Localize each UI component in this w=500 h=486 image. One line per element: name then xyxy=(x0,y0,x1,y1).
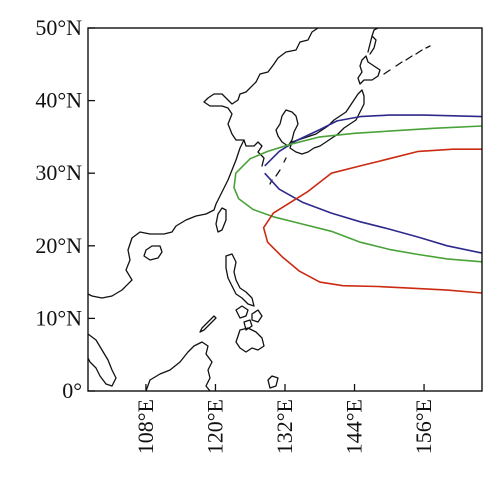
coastline-taiwan xyxy=(215,207,227,233)
lon-tick-label: 108°E xyxy=(133,399,158,454)
contour-line-1 xyxy=(264,114,482,167)
longitude-axis: 108°E 120°E 132°E 144°E 156°E xyxy=(133,384,436,454)
coastline-palawan xyxy=(199,315,217,333)
lon-tick-label: 144°E xyxy=(342,399,367,454)
lon-tick-label: 156°E xyxy=(411,399,436,454)
coastline-mainland-china xyxy=(88,28,319,299)
lat-tick-label: 40°N xyxy=(35,88,82,113)
lat-tick-label: 20°N xyxy=(35,233,82,258)
coastline-borneo xyxy=(145,341,213,391)
lat-tick-label: 50°N xyxy=(35,15,82,40)
coastline-kuril-islands xyxy=(383,45,431,75)
contour-lines xyxy=(233,114,482,294)
contour-line-3 xyxy=(233,125,482,263)
coastline-ryukyu-islands xyxy=(269,157,287,185)
coastline-sakhalin xyxy=(367,28,379,55)
coastline-sulawesi xyxy=(267,375,279,389)
latitude-axis: 50°N 40°N 30°N 20°N 10°N 0° xyxy=(35,15,95,403)
coastline-visayas xyxy=(235,305,263,331)
lon-tick-label: 132°E xyxy=(272,399,297,454)
lat-tick-label: 30°N xyxy=(35,160,82,185)
map-frame xyxy=(87,27,483,392)
lat-tick-label: 10°N xyxy=(35,305,82,330)
coastline-indochina xyxy=(88,333,117,387)
coastline-mindanao xyxy=(235,327,265,353)
lat-tick-label: 0° xyxy=(62,378,82,403)
coastline-luzon xyxy=(225,253,255,307)
coastline-hokkaido xyxy=(357,55,381,85)
coastlines xyxy=(88,28,431,391)
coastline-hainan xyxy=(143,245,163,261)
contour-line-4 xyxy=(262,148,482,294)
contour-line-2 xyxy=(264,172,482,254)
coastline-japan xyxy=(289,89,365,155)
lon-tick-label: 120°E xyxy=(202,399,227,454)
map-plot-area xyxy=(88,28,482,391)
